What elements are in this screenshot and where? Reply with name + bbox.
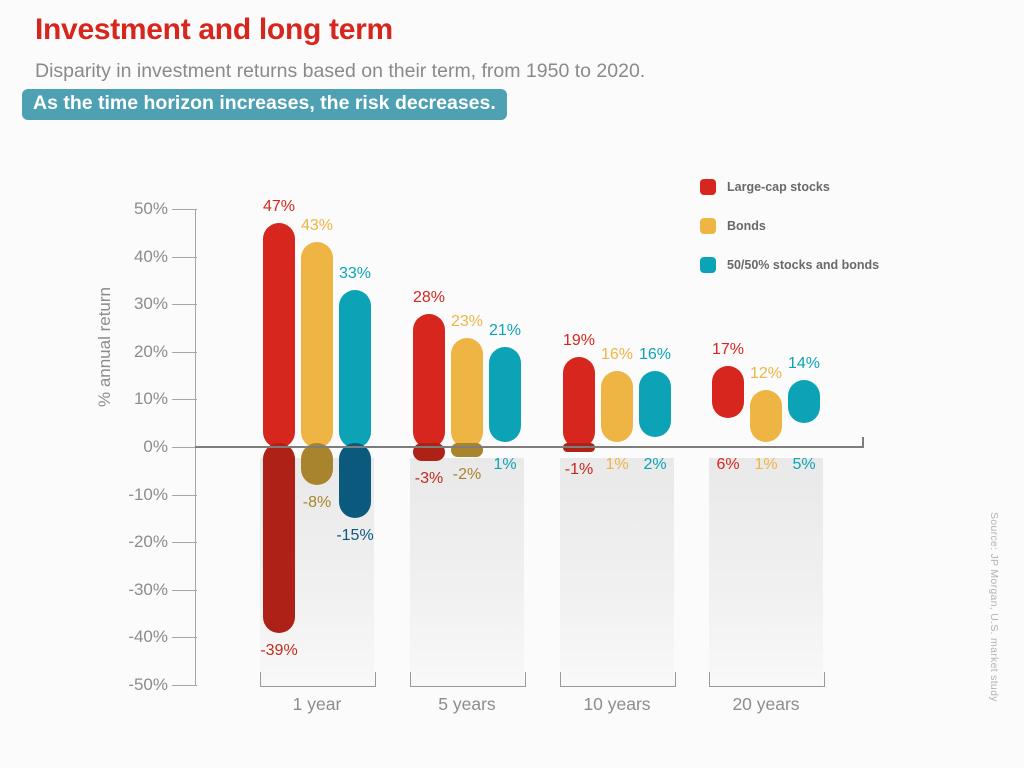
bar-positive-bonds-5-years [451, 337, 483, 448]
bar-min-label-50-50-stocks-and-bonds-10-years: 2% [643, 456, 667, 473]
header: Investment and long term Disparity in in… [35, 12, 645, 83]
bar-bonds-10-years [601, 370, 633, 443]
bar-max-label-bonds-5-years: 23% [450, 312, 484, 330]
y-tick-label: -40% [128, 627, 168, 647]
bar-min-label-large-cap-stocks-5-years: -3% [414, 470, 444, 488]
legend-label: Bonds [727, 218, 766, 233]
group-panel-10-years [560, 458, 674, 686]
bar-min-label-bonds-1-year: -8% [302, 494, 332, 512]
bar-positive-large-cap-stocks-10-years [563, 356, 595, 448]
group-label-5-years: 5 years [438, 694, 496, 714]
bar-positive-50-50-stocks-and-bonds-1-year [339, 289, 371, 448]
legend-label: Large-cap stocks [727, 179, 830, 194]
legend-swatch-icon [700, 256, 716, 273]
bar-large-cap-stocks-20-years [712, 366, 744, 419]
y-tick-label: -50% [128, 675, 168, 694]
y-tick-label: 0% [143, 437, 168, 456]
y-tick [172, 256, 197, 258]
y-tick-label: -10% [128, 484, 168, 504]
group-bracket-10-years [560, 672, 676, 687]
bar-positive-bonds-1-year [301, 242, 333, 448]
y-tick-label: 10% [133, 389, 168, 409]
y-tick [172, 542, 197, 544]
group-panel-20-years [709, 458, 823, 686]
group-label-1-year: 1 year [292, 694, 342, 714]
bar-50-50-stocks-and-bonds-10-years [639, 370, 671, 438]
y-tick-label: 30% [133, 294, 168, 314]
y-tick [172, 351, 197, 353]
bar-max-label-bonds-10-years: 16% [600, 345, 634, 363]
y-tick [172, 494, 197, 496]
zero-axis-endcap [862, 437, 864, 447]
y-tick [172, 304, 197, 306]
bar-min-label-large-cap-stocks-10-years: -1% [564, 460, 594, 478]
group-bracket-1-year [260, 672, 376, 687]
bar-negative-50-50-stocks-and-bonds-1-year [339, 443, 371, 519]
bar-max-label-50-50-stocks-and-bonds-20-years: 14% [787, 355, 821, 373]
highlight-callout: As the time horizon increases, the risk … [22, 89, 507, 120]
bar-50-50-stocks-and-bonds-20-years [788, 380, 820, 424]
bar-max-label-bonds-1-year: 43% [300, 217, 334, 235]
bar-max-label-50-50-stocks-and-bonds-5-years: 21% [488, 322, 522, 340]
bar-min-label-50-50-stocks-and-bonds-5-years: 1% [493, 456, 517, 473]
bar-min-label-large-cap-stocks-1-year: -39% [260, 641, 298, 659]
bar-min-label-bonds-5-years: -2% [452, 465, 482, 483]
zero-axis-line [195, 446, 864, 448]
group-panel-5-years [410, 458, 524, 686]
y-tick [172, 447, 197, 448]
bar-min-label-bonds-20-years: 1% [754, 456, 778, 473]
group-label-10-years: 10 years [583, 694, 651, 714]
legend-swatch-icon [700, 178, 716, 195]
bar-min-label-50-50-stocks-and-bonds-20-years: 5% [792, 456, 816, 473]
bar-min-label-large-cap-stocks-20-years: 6% [716, 456, 740, 473]
bar-max-label-large-cap-stocks-1-year: 47% [262, 198, 296, 216]
y-tick [172, 685, 197, 686]
y-tick-label: -30% [128, 579, 168, 599]
y-tick [172, 637, 197, 639]
y-tick [172, 589, 197, 591]
legend-label: 50/50% stocks and bonds [727, 257, 880, 272]
chart-legend: Large-cap stocks Bonds 50/50% stocks and b… [700, 178, 879, 295]
legend-item-bonds: Bonds [700, 217, 879, 234]
group-label-20-years: 20 years [732, 694, 800, 714]
bar-max-label-bonds-20-years: 12% [749, 364, 783, 382]
bar-positive-large-cap-stocks-1-year [263, 223, 295, 448]
y-tick-label: 20% [133, 341, 168, 361]
bar-bonds-20-years [750, 389, 782, 443]
group-bracket-20-years [709, 672, 825, 687]
page-subtitle: Disparity in investment returns based on… [35, 60, 646, 82]
legend-item-large-cap-stocks: Large-cap stocks [700, 178, 879, 195]
group-bracket-5-years [410, 672, 526, 687]
page-title: Investment and long term [35, 13, 393, 46]
bar-min-label-50-50-stocks-and-bonds-1-year: -15% [336, 527, 374, 545]
source-note: Source: JP Morgan, U.S. market study [988, 512, 1000, 702]
y-tick-label: 50% [133, 199, 168, 218]
y-tick [172, 209, 197, 210]
legend-swatch-icon [700, 217, 716, 234]
bar-max-label-large-cap-stocks-10-years: 19% [562, 331, 596, 349]
bar-min-label-bonds-10-years: 1% [605, 456, 629, 473]
bar-positive-large-cap-stocks-5-years [413, 313, 445, 448]
y-tick [172, 399, 197, 401]
bar-negative-large-cap-stocks-1-year [263, 443, 295, 633]
bar-50-50-stocks-and-bonds-5-years [489, 347, 521, 443]
bar-max-label-50-50-stocks-and-bonds-1-year: 33% [338, 264, 372, 282]
bar-negative-bonds-1-year [301, 443, 333, 486]
legend-item-50-50-stocks-and-bonds: 50/50% stocks and bonds [700, 256, 879, 273]
y-tick-label: -20% [128, 532, 168, 552]
bar-max-label-50-50-stocks-and-bonds-10-years: 16% [638, 345, 672, 363]
y-tick-label: 40% [133, 246, 168, 266]
bar-max-label-large-cap-stocks-5-years: 28% [412, 288, 446, 306]
bar-max-label-large-cap-stocks-20-years: 17% [711, 341, 745, 359]
